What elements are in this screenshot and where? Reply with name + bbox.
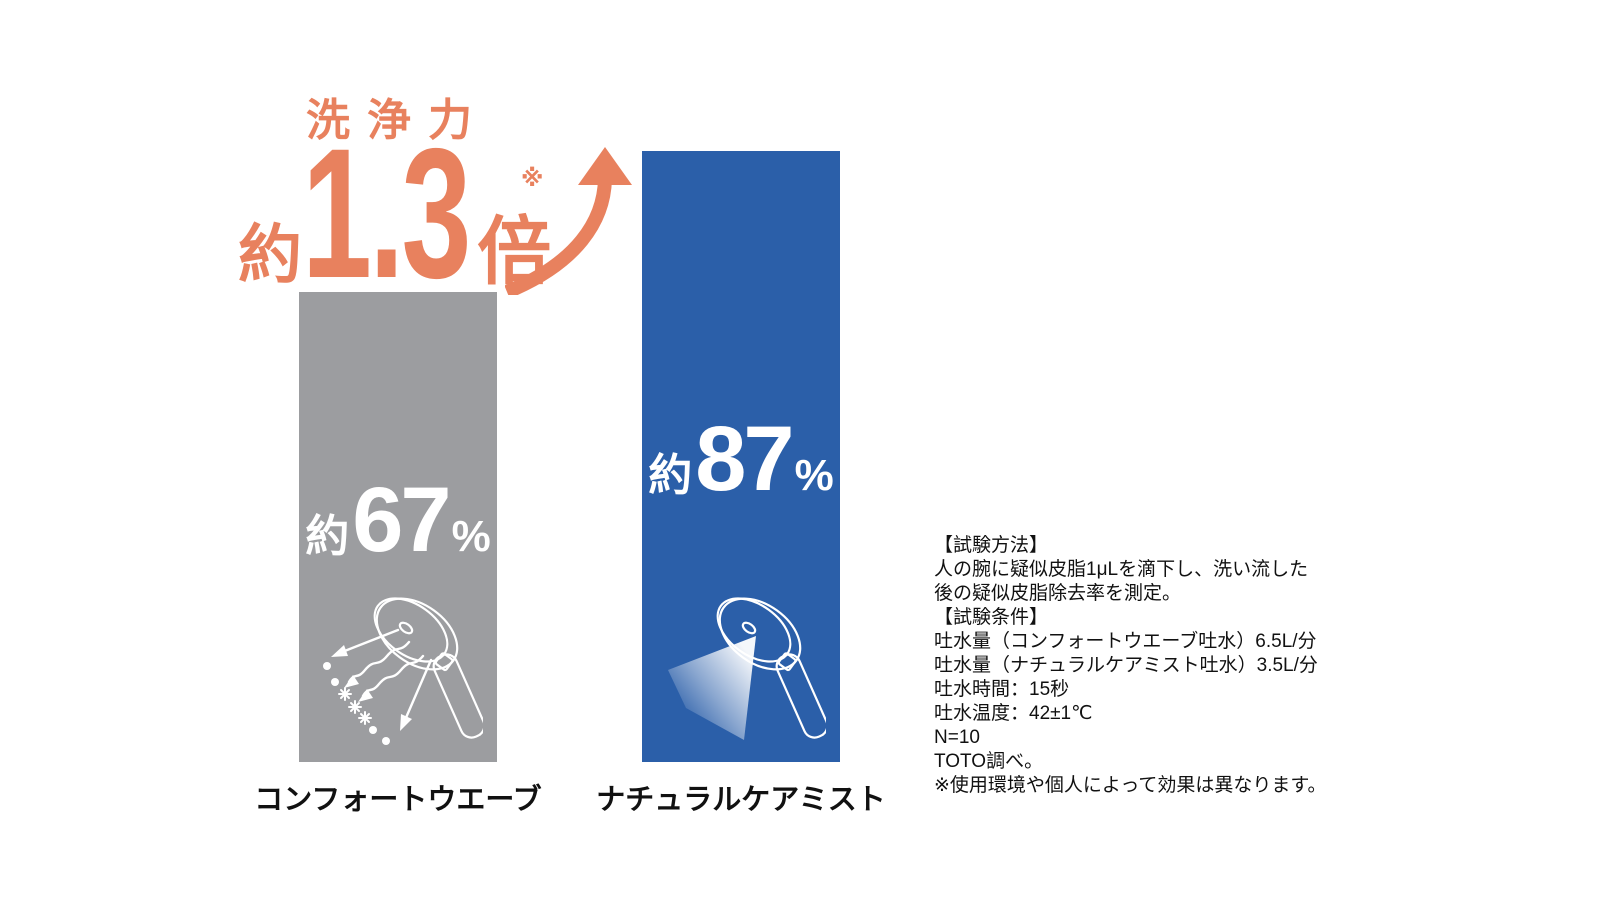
footnote-asterisk: ※ (521, 165, 544, 191)
note-line: 吐水温度：42±1℃ (934, 703, 1093, 724)
note-line: 吐水量（コンフォートウエーブ吐水）6.5L/分 (934, 631, 1317, 652)
ratio-number: 1.3 (302, 111, 471, 317)
headline-ratio: 約 1.3 倍 (238, 122, 551, 307)
note-line: 後の疑似皮脂除去率を測定。 (934, 583, 1182, 604)
shower-head-mist-spray-icon (668, 597, 826, 740)
note-line: 【試験条件】 (934, 607, 1049, 628)
increase-arrow-icon (505, 147, 632, 295)
bar-label-comfort-wave: コンフォートウエーブ (254, 784, 542, 816)
value-unit: % (794, 451, 834, 500)
note-line: 人の腕に疑似皮脂1μLを滴下し、洗い流した (934, 559, 1309, 580)
value-prefix: 約 (648, 451, 693, 500)
value-prefix: 約 (305, 512, 350, 561)
note-line: 吐水時間：15秒 (934, 679, 1070, 700)
bar-label-natural-care-mist: ナチュラルケアミスト (596, 784, 886, 816)
note-line: N=10 (934, 727, 980, 748)
note-line: TOTO調べ。 (934, 751, 1044, 772)
chart-title: 洗浄力 (306, 96, 489, 145)
test-notes: 【試験方法】 人の腕に疑似皮脂1μLを滴下し、洗い流した 後の疑似皮脂除去率を測… (934, 534, 1327, 798)
note-line: 【試験方法】 (934, 535, 1049, 556)
value-number: 87 (695, 408, 794, 510)
value-unit: % (451, 512, 491, 561)
shower-head-wave-spray-icon (323, 597, 483, 745)
note-line: ※使用環境や個人によって効果は異なります。 (934, 775, 1327, 796)
bar-value-comfort-wave: 約 67 % (299, 474, 497, 566)
ratio-prefix: 約 (238, 219, 302, 291)
bar-natural-care-mist: 約 87 % (642, 151, 840, 762)
value-number: 67 (352, 469, 451, 571)
bar-comfort-wave: 約 67 % (299, 292, 497, 762)
bar-value-natural-care-mist: 約 87 % (642, 413, 840, 505)
note-line: 吐水量（ナチュラルケアミスト吐水）3.5L/分 (934, 655, 1318, 676)
